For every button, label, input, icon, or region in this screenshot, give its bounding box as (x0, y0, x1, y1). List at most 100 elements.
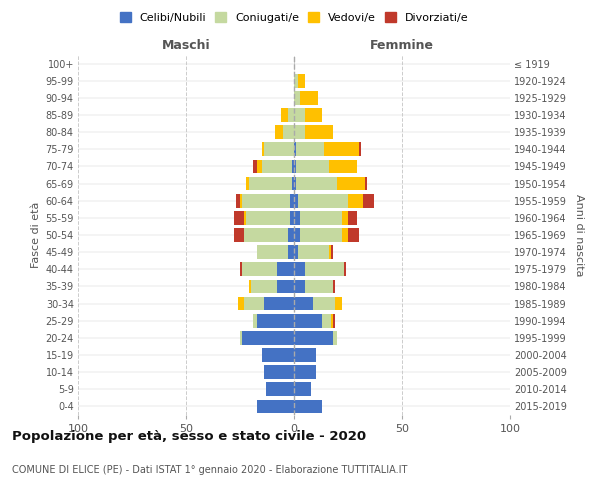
Bar (331, 314, 333, 328)
Bar (329, 160, 356, 173)
Bar (294, 142, 296, 156)
Bar (233, 228, 244, 242)
Bar (236, 194, 240, 207)
Bar (240, 194, 242, 207)
Bar (275, 126, 283, 139)
Bar (247, 176, 248, 190)
Bar (294, 126, 305, 139)
Bar (301, 91, 318, 104)
Bar (324, 142, 359, 156)
Bar (344, 262, 346, 276)
Bar (294, 366, 316, 379)
Bar (294, 91, 301, 104)
Bar (257, 314, 294, 328)
Bar (264, 142, 294, 156)
Bar (363, 194, 374, 207)
Bar (348, 194, 363, 207)
Bar (294, 382, 311, 396)
Bar (294, 228, 301, 242)
Bar (294, 400, 322, 413)
Bar (294, 280, 305, 293)
Bar (257, 246, 287, 259)
Bar (298, 194, 348, 207)
Bar (333, 331, 337, 344)
Bar (290, 211, 294, 224)
Bar (287, 246, 294, 259)
Bar (247, 211, 290, 224)
Bar (331, 246, 333, 259)
Bar (322, 314, 331, 328)
Bar (341, 211, 348, 224)
Legend: Celibi/Nubili, Coniugati/e, Vedovi/e, Divorziati/e: Celibi/Nubili, Coniugati/e, Vedovi/e, Di… (118, 10, 470, 25)
Bar (305, 280, 333, 293)
Bar (294, 246, 298, 259)
Bar (329, 246, 331, 259)
Text: Popolazione per età, sesso e stato civile - 2020: Popolazione per età, sesso e stato civil… (12, 430, 366, 443)
Bar (266, 382, 294, 396)
Bar (240, 262, 242, 276)
Y-axis label: Fasce di età: Fasce di età (31, 202, 41, 268)
Bar (313, 296, 335, 310)
Bar (294, 314, 322, 328)
Bar (337, 176, 365, 190)
Bar (301, 211, 341, 224)
Bar (296, 142, 324, 156)
Bar (292, 160, 294, 173)
Bar (253, 160, 257, 173)
Bar (298, 74, 305, 88)
Bar (333, 280, 335, 293)
Bar (305, 108, 322, 122)
Bar (294, 160, 296, 173)
Bar (257, 400, 294, 413)
Text: COMUNE DI ELICE (PE) - Dati ISTAT 1° gennaio 2020 - Elaborazione TUTTITALIA.IT: COMUNE DI ELICE (PE) - Dati ISTAT 1° gen… (12, 465, 407, 475)
Bar (292, 176, 294, 190)
Bar (296, 160, 329, 173)
Bar (294, 74, 298, 88)
Bar (298, 246, 329, 259)
Bar (301, 228, 341, 242)
Bar (244, 228, 287, 242)
Bar (294, 194, 298, 207)
Bar (305, 262, 344, 276)
Bar (248, 176, 292, 190)
Bar (294, 348, 316, 362)
Bar (233, 211, 244, 224)
Bar (264, 366, 294, 379)
Bar (305, 126, 333, 139)
Bar (294, 262, 305, 276)
Bar (244, 296, 264, 310)
Bar (294, 331, 333, 344)
Bar (333, 314, 335, 328)
Bar (264, 296, 294, 310)
Bar (238, 296, 244, 310)
Bar (257, 160, 262, 173)
Bar (335, 296, 341, 310)
Bar (294, 296, 313, 310)
Bar (242, 262, 277, 276)
Bar (242, 331, 294, 344)
Text: Maschi: Maschi (161, 38, 211, 52)
Bar (242, 194, 290, 207)
Bar (348, 211, 356, 224)
Y-axis label: Anni di nascita: Anni di nascita (574, 194, 584, 276)
Bar (296, 176, 337, 190)
Bar (283, 126, 294, 139)
Bar (365, 176, 367, 190)
Bar (359, 142, 361, 156)
Bar (262, 142, 264, 156)
Bar (294, 108, 305, 122)
Bar (287, 108, 294, 122)
Bar (287, 228, 294, 242)
Bar (294, 211, 301, 224)
Bar (290, 194, 294, 207)
Bar (253, 314, 257, 328)
Bar (281, 108, 287, 122)
Text: Femmine: Femmine (370, 38, 434, 52)
Bar (262, 160, 292, 173)
Bar (277, 280, 294, 293)
Bar (341, 228, 348, 242)
Bar (294, 176, 296, 190)
Bar (244, 211, 247, 224)
Bar (262, 348, 294, 362)
Bar (248, 280, 251, 293)
